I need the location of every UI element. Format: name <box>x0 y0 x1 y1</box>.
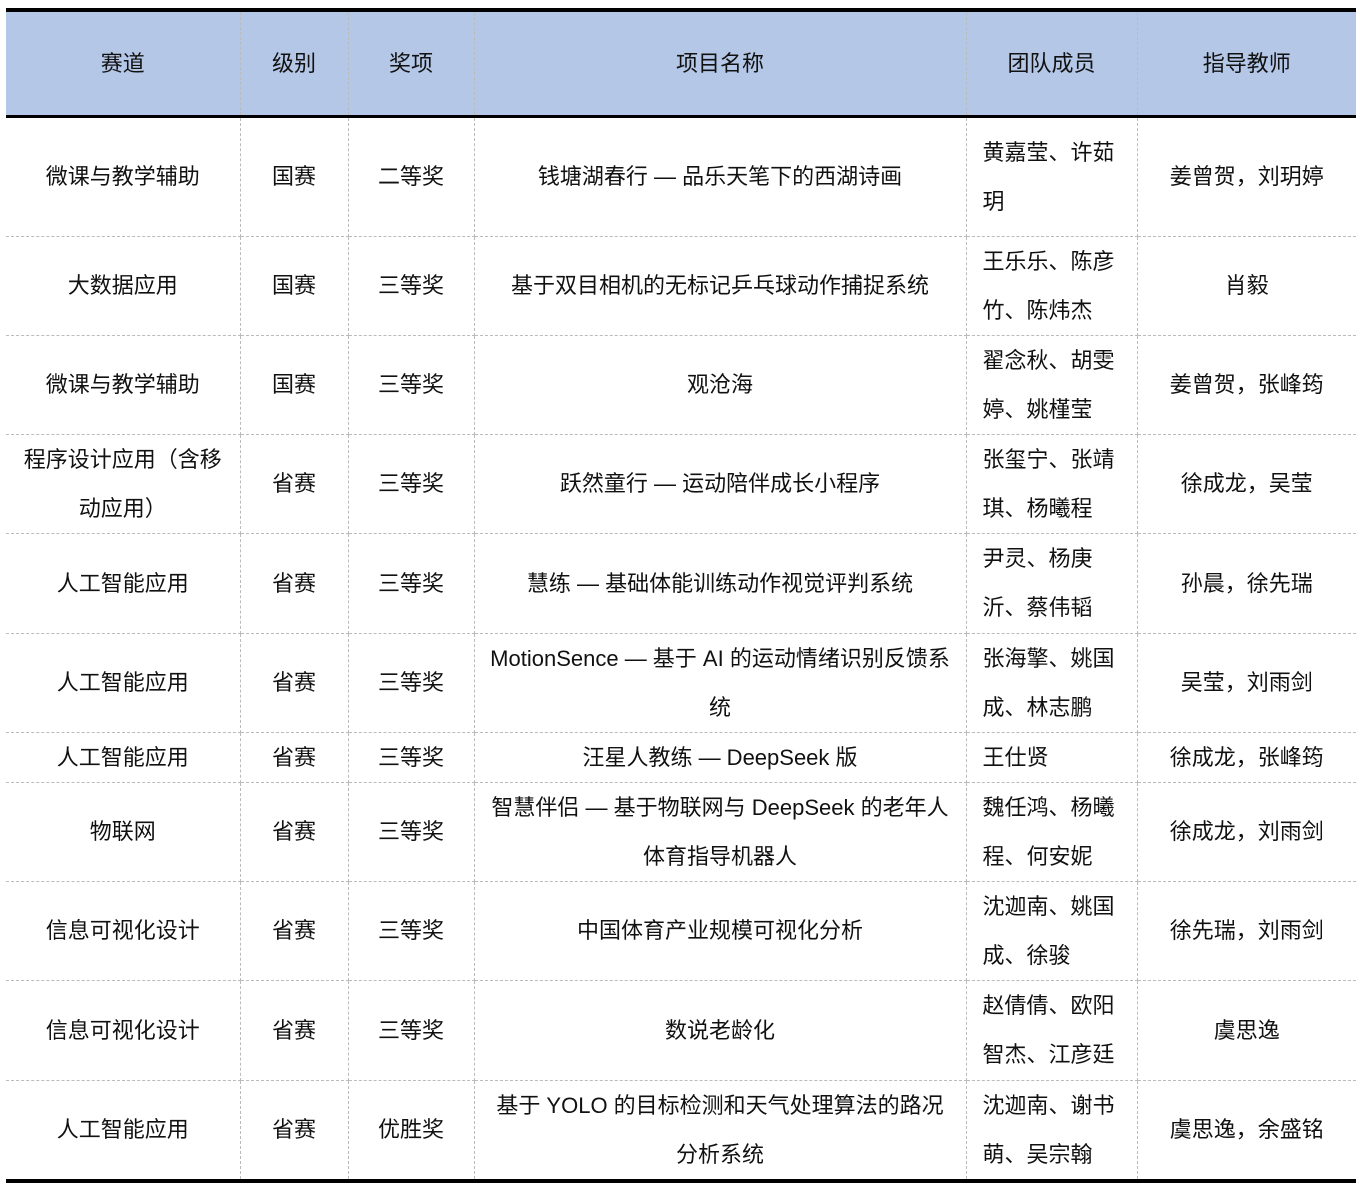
cell-level: 省赛 <box>239 1080 349 1181</box>
cell-award: 三等奖 <box>347 732 475 783</box>
cell-advisor: 姜曾贺，刘玥婷 <box>1136 116 1356 237</box>
cell-project: 数说老龄化 <box>473 980 967 1081</box>
cell-level: 省赛 <box>239 633 349 733</box>
cell-project: 钱塘湖春行 — 品乐天笔下的西湖诗画 <box>473 116 967 237</box>
cell-advisor: 虞思逸 <box>1136 980 1356 1081</box>
cell-level: 省赛 <box>239 732 349 783</box>
header-advisor: 指导教师 <box>1136 10 1356 118</box>
cell-award: 三等奖 <box>347 335 475 435</box>
cell-award: 三等奖 <box>347 236 475 336</box>
table-row: 信息可视化设计 省赛 三等奖 中国体育产业规模可视化分析 沈迦南、姚国成、徐骏 徐先瑞，刘… <box>6 881 1356 981</box>
cell-award: 三等奖 <box>347 980 475 1081</box>
cell-award: 三等奖 <box>347 633 475 733</box>
header-project: 项目名称 <box>473 10 967 118</box>
table-row: 人工智能应用 省赛 优胜奖 基于 YOLO 的目标检测和天气处理算法的路况分析系统 沈迦… <box>6 1080 1356 1181</box>
cell-track: 信息可视化设计 <box>6 980 241 1081</box>
awards-table: 赛道 级别 奖项 项目名称 团队成员 指导教师 微课与教学辅助 国赛 二等奖 钱塘湖春… <box>6 8 1356 1183</box>
table-row: 人工智能应用 省赛 三等奖 MotionSence — 基于 AI 的运动情绪识别反馈… <box>6 633 1356 733</box>
cell-advisor: 徐成龙，张峰筠 <box>1136 732 1356 783</box>
cell-award: 三等奖 <box>347 782 475 882</box>
cell-level: 省赛 <box>239 980 349 1081</box>
cell-level: 国赛 <box>239 335 349 435</box>
cell-award: 三等奖 <box>347 434 475 534</box>
cell-project: MotionSence — 基于 AI 的运动情绪识别反馈系统 <box>473 633 967 733</box>
cell-project: 汪星人教练 — DeepSeek 版 <box>473 732 967 783</box>
cell-advisor: 虞思逸，余盛铭 <box>1136 1080 1356 1181</box>
cell-team: 沈迦南、谢书萌、吴宗翰 <box>965 1080 1138 1181</box>
cell-track: 人工智能应用 <box>6 732 241 783</box>
cell-level: 国赛 <box>239 116 349 237</box>
header-track: 赛道 <box>6 10 241 118</box>
cell-advisor: 吴莹，刘雨剑 <box>1136 633 1356 733</box>
cell-track: 人工智能应用 <box>6 533 241 634</box>
header-level: 级别 <box>239 10 349 118</box>
cell-track: 微课与教学辅助 <box>6 116 241 237</box>
cell-award: 二等奖 <box>347 116 475 237</box>
cell-team: 沈迦南、姚国成、徐骏 <box>965 881 1138 981</box>
cell-track: 微课与教学辅助 <box>6 335 241 435</box>
cell-level: 国赛 <box>239 236 349 336</box>
cell-project: 智慧伴侣 — 基于物联网与 DeepSeek 的老年人体育指导机器人 <box>473 782 967 882</box>
cell-team: 赵倩倩、欧阳智杰、江彦廷 <box>965 980 1138 1081</box>
cell-team: 王仕贤 <box>965 732 1138 783</box>
table-row: 人工智能应用 省赛 三等奖 慧练 — 基础体能训练动作视觉评判系统 尹灵、杨庚沂、蔡伟韬… <box>6 533 1356 634</box>
table-row: 大数据应用 国赛 三等奖 基于双目相机的无标记乒乓球动作捕捉系统 王乐乐、陈彦竹、陈炜杰… <box>6 236 1356 336</box>
cell-project: 中国体育产业规模可视化分析 <box>473 881 967 981</box>
cell-advisor: 姜曾贺，张峰筠 <box>1136 335 1356 435</box>
table-row: 物联网 省赛 三等奖 智慧伴侣 — 基于物联网与 DeepSeek 的老年人体育指导机… <box>6 782 1356 882</box>
cell-advisor: 孙晨，徐先瑞 <box>1136 533 1356 634</box>
cell-team: 张海擎、姚国成、林志鹏 <box>965 633 1138 733</box>
cell-track: 人工智能应用 <box>6 1080 241 1181</box>
table-row: 信息可视化设计 省赛 三等奖 数说老龄化 赵倩倩、欧阳智杰、江彦廷 虞思逸 <box>6 980 1356 1081</box>
table-row: 微课与教学辅助 国赛 三等奖 观沧海 翟念秋、胡雯婷、姚槿莹 姜曾贺，张峰筠 <box>6 335 1356 435</box>
cell-track: 大数据应用 <box>6 236 241 336</box>
header-team: 团队成员 <box>965 10 1138 118</box>
header-row: 赛道 级别 奖项 项目名称 团队成员 指导教师 <box>6 10 1356 118</box>
cell-level: 省赛 <box>239 881 349 981</box>
cell-advisor: 徐先瑞，刘雨剑 <box>1136 881 1356 981</box>
cell-level: 省赛 <box>239 782 349 882</box>
cell-track: 人工智能应用 <box>6 633 241 733</box>
cell-team: 张玺宁、张靖琪、杨曦程 <box>965 434 1138 534</box>
cell-level: 省赛 <box>239 533 349 634</box>
cell-project: 基于 YOLO 的目标检测和天气处理算法的路况分析系统 <box>473 1080 967 1181</box>
cell-project: 慧练 — 基础体能训练动作视觉评判系统 <box>473 533 967 634</box>
cell-award: 三等奖 <box>347 533 475 634</box>
table-row: 微课与教学辅助 国赛 二等奖 钱塘湖春行 — 品乐天笔下的西湖诗画 黄嘉莹、许茹玥 姜曾贺… <box>6 116 1356 237</box>
cell-track: 物联网 <box>6 782 241 882</box>
cell-advisor: 徐成龙，刘雨剑 <box>1136 782 1356 882</box>
cell-track: 信息可视化设计 <box>6 881 241 981</box>
cell-project: 观沧海 <box>473 335 967 435</box>
cell-project: 基于双目相机的无标记乒乓球动作捕捉系统 <box>473 236 967 336</box>
cell-team: 尹灵、杨庚沂、蔡伟韬 <box>965 533 1138 634</box>
cell-track: 程序设计应用（含移动应用） <box>6 434 241 534</box>
cell-team: 魏任鸿、杨曦程、何安妮 <box>965 782 1138 882</box>
cell-team: 翟念秋、胡雯婷、姚槿莹 <box>965 335 1138 435</box>
header-award: 奖项 <box>347 10 475 118</box>
table-row: 程序设计应用（含移动应用） 省赛 三等奖 跃然童行 — 运动陪伴成长小程序 张玺宁、张靖… <box>6 434 1356 534</box>
cell-project: 跃然童行 — 运动陪伴成长小程序 <box>473 434 967 534</box>
table-row: 人工智能应用 省赛 三等奖 汪星人教练 — DeepSeek 版王仕贤 徐成龙，张峰筠 <box>6 732 1356 783</box>
cell-award: 三等奖 <box>347 881 475 981</box>
cell-advisor: 徐成龙，吴莹 <box>1136 434 1356 534</box>
cell-advisor: 肖毅 <box>1136 236 1356 336</box>
cell-team: 黄嘉莹、许茹玥 <box>965 116 1138 237</box>
cell-team: 王乐乐、陈彦竹、陈炜杰 <box>965 236 1138 336</box>
cell-award: 优胜奖 <box>347 1080 475 1181</box>
cell-level: 省赛 <box>239 434 349 534</box>
